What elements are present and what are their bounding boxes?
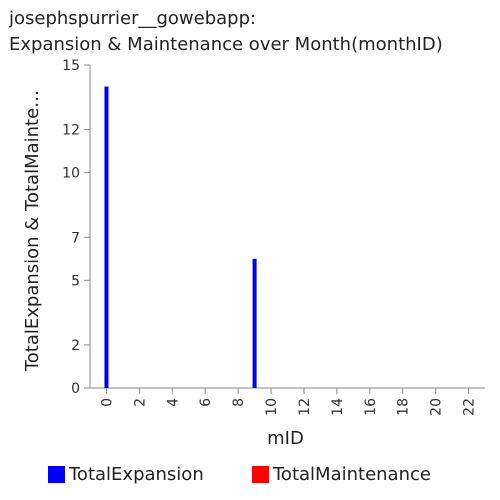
- y-tick-label: 10: [62, 166, 80, 182]
- legend-item-total-expansion: TotalExpansion: [48, 464, 204, 485]
- chart-legend: TotalExpansion TotalMaintenance: [0, 464, 500, 490]
- x-tick-label: 16: [363, 398, 379, 416]
- x-axis-title: mID: [267, 428, 304, 449]
- x-tick-label: 6: [198, 398, 214, 407]
- y-tick-label: 5: [71, 273, 80, 289]
- x-tick-label: 20: [429, 398, 445, 416]
- x-tick-label: 0: [99, 398, 115, 407]
- x-tick-label: 4: [165, 398, 181, 407]
- y-tick-label: 0: [71, 381, 80, 397]
- x-tick-label: 10: [264, 398, 280, 416]
- legend-item-total-maintenance: TotalMaintenance: [252, 464, 431, 485]
- y-tick-label: 12: [62, 123, 80, 139]
- chart-title: josephspurrier__gowebapp: Expansion & Ma…: [9, 6, 443, 58]
- legend-label-total-maintenance: TotalMaintenance: [273, 464, 431, 485]
- chart-title-line2: Expansion & Maintenance over Month(month…: [9, 34, 443, 55]
- legend-swatch-total-maintenance: [252, 466, 269, 483]
- y-tick-label: 7: [71, 230, 80, 246]
- y-tick-label: 2: [71, 338, 80, 354]
- legend-swatch-total-expansion: [48, 466, 65, 483]
- x-tick-label: 12: [297, 398, 313, 416]
- x-tick-label: 8: [231, 398, 247, 407]
- y-axis-title: TotalExpansion & TotalMainte…: [22, 90, 43, 372]
- bar-totalexpansion-x9: [252, 258, 257, 388]
- x-tick-label: 2: [132, 398, 148, 407]
- x-tick-label: 18: [396, 398, 412, 416]
- x-tick-label: 14: [330, 398, 346, 416]
- chart-title-line1: josephspurrier__gowebapp:: [9, 8, 257, 29]
- x-tick-label: 22: [462, 398, 478, 416]
- y-tick-label: 15: [62, 58, 80, 74]
- legend-label-total-expansion: TotalExpansion: [69, 464, 204, 485]
- bar-totalexpansion-x0: [104, 86, 109, 389]
